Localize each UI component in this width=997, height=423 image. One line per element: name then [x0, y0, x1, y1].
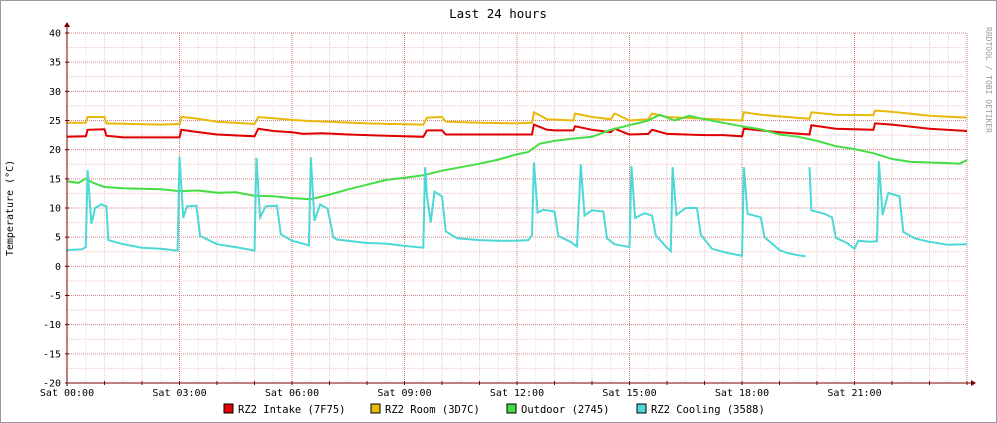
- legend-label: RZ2 Cooling (3588): [651, 404, 765, 416]
- y-tick-label: -10: [43, 320, 61, 331]
- chart-title: Last 24 hours: [449, 6, 547, 21]
- y-tick-label: 40: [49, 29, 61, 40]
- x-tick-label: Sat 09:00: [377, 388, 431, 399]
- y-tick-label: 30: [49, 87, 61, 98]
- y-tick-label: -20: [43, 379, 61, 390]
- y-tick-label: 15: [49, 174, 61, 185]
- y-tick-label: 35: [49, 58, 61, 69]
- y-tick-label: 25: [49, 116, 61, 127]
- grid: [66, 32, 968, 384]
- x-tick-labels: Sat 00:00 Sat 03:00 Sat 06:00 Sat 09:00 Sat …: [40, 388, 882, 399]
- y-tick-labels: 40 35 30 25 20 15 10 5 0 -5 -10 -15 -20: [43, 29, 61, 390]
- axes: [64, 22, 976, 386]
- legend-item: RZ2 Intake (7F75): [223, 403, 345, 416]
- legend-swatch: [223, 403, 234, 414]
- watermark: RRDTOOL / TOBI OETIKER: [984, 27, 993, 133]
- x-tick-label: Sat 18:00: [715, 388, 769, 399]
- x-tick-label: Sat 12:00: [490, 388, 544, 399]
- y-tick-label: 5: [55, 233, 61, 244]
- x-axis-arrow-icon: [971, 380, 976, 386]
- x-tick-label: Sat 15:00: [602, 388, 656, 399]
- legend-label: Outdoor (2745): [521, 404, 610, 416]
- legend-swatch: [370, 403, 381, 414]
- y-tick-label: -5: [49, 291, 61, 302]
- legend-item: RZ2 Room (3D7C): [370, 403, 480, 416]
- y-axis-arrow-icon: [64, 22, 70, 27]
- y-axis-label: Temperature (°C): [5, 160, 16, 256]
- x-tick-label: Sat 06:00: [265, 388, 319, 399]
- legend: RZ2 Intake (7F75) RZ2 Room (3D7C) Outdoor …: [223, 403, 765, 416]
- y-tick-label: -15: [43, 349, 61, 360]
- y-tick-label: 20: [49, 145, 61, 156]
- legend-label: RZ2 Intake (7F75): [238, 404, 345, 416]
- y-tick-label: 10: [49, 204, 61, 215]
- legend-swatch: [506, 403, 517, 414]
- series-line-4-segment-2: [808, 161, 968, 251]
- legend-item: Outdoor (2745): [506, 403, 610, 416]
- x-tick-label: Sat 21:00: [827, 388, 881, 399]
- series-line-4: [66, 156, 806, 258]
- series-line-3: [66, 113, 968, 201]
- legend-item: RZ2 Cooling (3588): [636, 403, 765, 416]
- legend-label: RZ2 Room (3D7C): [385, 404, 480, 416]
- legend-swatch: [636, 403, 647, 414]
- series-line-2: [67, 109, 968, 126]
- y-tick-label: 0: [55, 262, 61, 273]
- x-tick-label: Sat 00:00: [40, 388, 94, 399]
- x-tick-label: Sat 03:00: [152, 388, 206, 399]
- series-layer: [66, 109, 968, 258]
